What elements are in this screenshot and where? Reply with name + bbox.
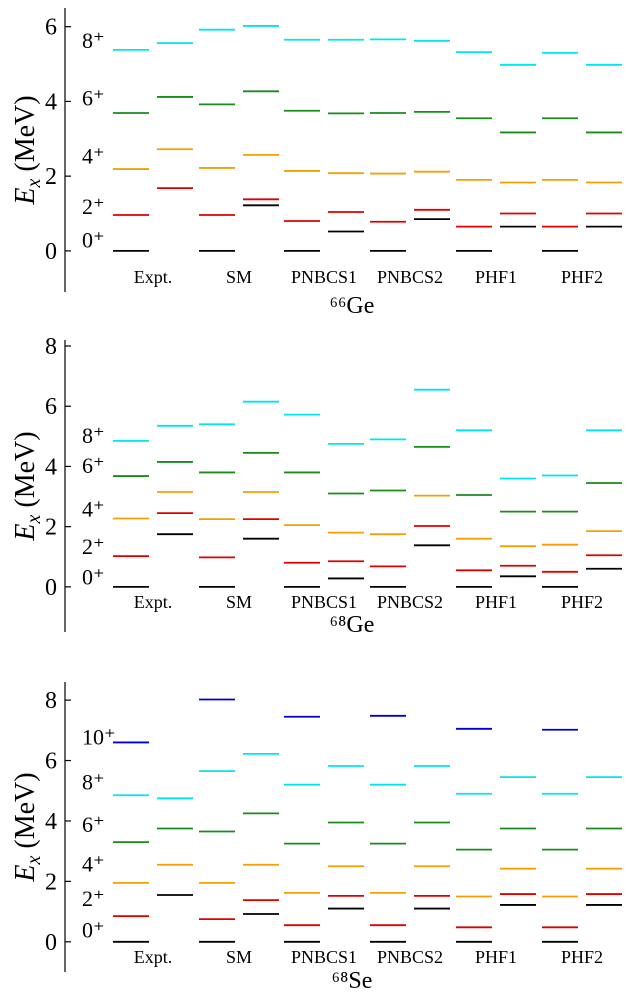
y-tick-label: 0 bbox=[45, 930, 57, 956]
spin-label: 4⁺ bbox=[82, 497, 105, 522]
nucleus-label: ⁶⁸Ge bbox=[330, 612, 375, 638]
y-tick-label: 4 bbox=[45, 89, 57, 115]
panel-3: 0 2 4 6 8 Ex (MeV) 0⁺ 2⁺ 4⁺ 6⁺ 8⁺ 10⁺ Expt. SM PNBCS1 P… bbox=[10, 682, 622, 994]
group-label: PNBCS1 bbox=[291, 267, 357, 287]
group-label: SM bbox=[226, 947, 252, 967]
spin-label: 2⁺ bbox=[82, 194, 105, 219]
group-label: PNBCS2 bbox=[377, 947, 443, 967]
y-axis-label-symbol: E bbox=[10, 523, 41, 541]
group-label: PNBCS1 bbox=[291, 947, 357, 967]
group-label: SM bbox=[226, 592, 252, 612]
y-axis-label-symbol: E bbox=[10, 864, 41, 882]
spin-label: 2⁺ bbox=[82, 534, 105, 559]
spin-label: 6⁺ bbox=[82, 86, 105, 111]
y-axis-label: Ex (MeV) bbox=[10, 772, 45, 882]
y-tick-label: 2 bbox=[45, 869, 57, 895]
spin-label: 4⁺ bbox=[82, 851, 105, 876]
y-tick-label: 0 bbox=[45, 239, 57, 265]
y-axis-label-subscript: x bbox=[23, 178, 45, 188]
nucleus-label: ⁶⁸Se bbox=[332, 968, 373, 992]
y-tick-label: 6 bbox=[45, 749, 57, 775]
group-label: PHF2 bbox=[561, 947, 603, 967]
group-label: PHF2 bbox=[561, 267, 603, 287]
y-tick-label: 6 bbox=[45, 15, 57, 41]
y-axis-label: Ex (MeV) bbox=[10, 431, 45, 541]
y-tick-label: 4 bbox=[45, 454, 57, 480]
y-axis-label-subscript: x bbox=[23, 855, 45, 865]
y-tick-label: 2 bbox=[45, 515, 57, 541]
y-axis-label-unit: (MeV) bbox=[10, 95, 41, 178]
spin-label: 2⁺ bbox=[82, 886, 105, 911]
group-label: SM bbox=[226, 267, 252, 287]
group-label: Expt. bbox=[134, 947, 173, 967]
nucleus-label: ⁶⁶Ge bbox=[330, 293, 375, 319]
group-label: PHF1 bbox=[475, 267, 517, 287]
y-tick-label: 8 bbox=[45, 334, 57, 360]
spin-label: 6⁺ bbox=[82, 453, 105, 478]
y-axis-label-unit: (MeV) bbox=[10, 772, 41, 855]
spin-label: 0⁺ bbox=[82, 228, 105, 253]
y-axis-label-unit: (MeV) bbox=[10, 431, 41, 514]
panel-2: 0 2 4 6 8 Ex (MeV) 0⁺ 2⁺ 4⁺ 6⁺ 8⁺ Expt. SM PNBCS1 PNBC… bbox=[10, 334, 622, 638]
y-axis-label: Ex (MeV) bbox=[10, 95, 45, 205]
spin-label: 10⁺ bbox=[82, 724, 116, 749]
group-label: PNBCS2 bbox=[377, 592, 443, 612]
group-label: PNBCS1 bbox=[291, 592, 357, 612]
group-label: PNBCS2 bbox=[377, 267, 443, 287]
spin-label: 4⁺ bbox=[82, 144, 105, 169]
spin-label: 8⁺ bbox=[82, 28, 105, 53]
spin-label: 0⁺ bbox=[82, 564, 105, 589]
group-label: Expt. bbox=[134, 267, 173, 287]
spin-label: 0⁺ bbox=[82, 918, 105, 943]
y-tick-label: 8 bbox=[45, 688, 57, 714]
group-label: PHF1 bbox=[475, 592, 517, 612]
y-axis-label-subscript: x bbox=[23, 514, 45, 524]
y-tick-label: 4 bbox=[45, 809, 57, 835]
spin-label: 8⁺ bbox=[82, 423, 105, 448]
y-axis-label-symbol: E bbox=[10, 187, 41, 205]
spin-label: 8⁺ bbox=[82, 770, 105, 795]
panel-1: 0 2 4 6 Ex (MeV) 0⁺ 2⁺ 4⁺ 6⁺ 8⁺ Expt. SM PNBCS1 PNBCS… bbox=[10, 8, 622, 319]
y-tick-label: 0 bbox=[45, 575, 57, 601]
group-label: PHF2 bbox=[561, 592, 603, 612]
group-label: PHF1 bbox=[475, 947, 517, 967]
y-tick-label: 6 bbox=[45, 394, 57, 420]
spin-label: 6⁺ bbox=[82, 812, 105, 837]
y-tick-label: 2 bbox=[45, 164, 57, 190]
group-label: Expt. bbox=[134, 592, 173, 612]
